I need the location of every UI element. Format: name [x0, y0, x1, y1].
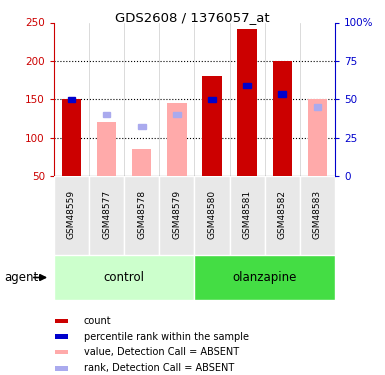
Bar	[194, 176, 229, 255]
Bar	[68, 97, 75, 102]
Bar	[300, 176, 335, 255]
Bar	[138, 124, 146, 129]
Bar	[229, 176, 265, 255]
Bar	[313, 104, 321, 110]
Bar	[55, 334, 68, 339]
Bar	[308, 99, 327, 176]
Text: percentile rank within the sample: percentile rank within the sample	[84, 332, 249, 342]
Text: count: count	[84, 316, 111, 326]
Bar	[194, 255, 335, 300]
Text: GSM48580: GSM48580	[208, 189, 216, 238]
Text: GSM48582: GSM48582	[278, 189, 287, 238]
Text: olanzapine: olanzapine	[233, 271, 297, 284]
Bar	[278, 91, 286, 97]
Bar	[54, 176, 89, 255]
Bar	[62, 99, 81, 176]
Bar	[89, 176, 124, 255]
Bar	[167, 103, 186, 176]
Bar	[55, 319, 68, 323]
Bar	[124, 176, 159, 255]
Bar	[173, 112, 181, 117]
Bar	[264, 176, 300, 255]
Bar	[159, 176, 194, 255]
Bar	[273, 61, 292, 176]
Text: control: control	[104, 271, 145, 284]
Text: GDS2608 / 1376057_at: GDS2608 / 1376057_at	[115, 11, 270, 24]
Bar	[203, 76, 222, 176]
Text: GSM48583: GSM48583	[313, 189, 322, 238]
Bar	[208, 97, 216, 102]
Bar	[132, 149, 151, 176]
Bar	[103, 112, 110, 117]
Text: rank, Detection Call = ABSENT: rank, Detection Call = ABSENT	[84, 363, 234, 373]
Bar	[243, 83, 251, 88]
Bar	[55, 350, 68, 354]
Text: agent: agent	[4, 271, 38, 284]
Text: GSM48578: GSM48578	[137, 189, 146, 238]
Text: GSM48581: GSM48581	[243, 189, 252, 238]
Bar	[97, 122, 116, 176]
Bar	[55, 366, 68, 370]
Text: GSM48577: GSM48577	[102, 189, 111, 238]
Text: GSM48579: GSM48579	[172, 189, 181, 238]
Text: GSM48559: GSM48559	[67, 189, 76, 238]
Text: value, Detection Call = ABSENT: value, Detection Call = ABSENT	[84, 347, 239, 357]
Bar	[54, 255, 194, 300]
Bar	[238, 28, 257, 176]
